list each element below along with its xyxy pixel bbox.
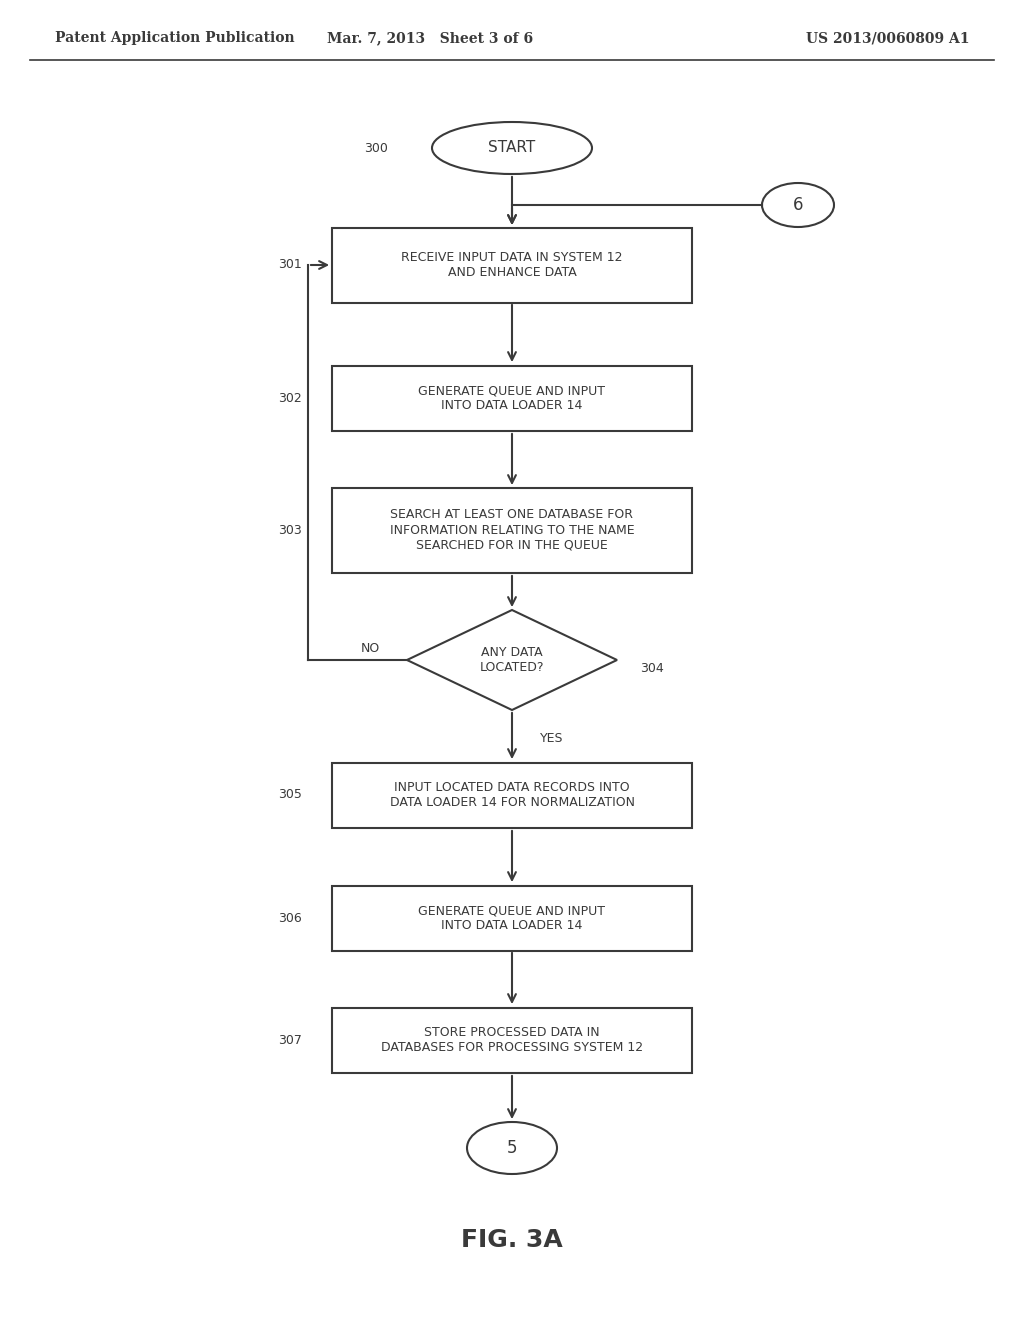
Text: 307: 307 (279, 1034, 302, 1047)
Bar (332, 366, 692, 430)
Text: START: START (488, 140, 536, 156)
Text: 303: 303 (279, 524, 302, 536)
Text: SEARCH AT LEAST ONE DATABASE FOR
INFORMATION RELATING TO THE NAME
SEARCHED FOR I: SEARCH AT LEAST ONE DATABASE FOR INFORMA… (390, 508, 634, 552)
Text: 6: 6 (793, 195, 803, 214)
Ellipse shape (432, 121, 592, 174)
Polygon shape (407, 610, 617, 710)
Text: INPUT LOCATED DATA RECORDS INTO
DATA LOADER 14 FOR NORMALIZATION: INPUT LOCATED DATA RECORDS INTO DATA LOA… (389, 781, 635, 809)
Text: 301: 301 (279, 259, 302, 272)
Bar (332, 487, 692, 573)
Text: 306: 306 (279, 912, 302, 924)
Bar (332, 763, 692, 828)
Text: US 2013/0060809 A1: US 2013/0060809 A1 (807, 30, 970, 45)
Bar (332, 227, 692, 302)
Bar (332, 886, 692, 950)
Text: FIG. 3A: FIG. 3A (461, 1228, 563, 1251)
Text: ANY DATA
LOCATED?: ANY DATA LOCATED? (480, 645, 544, 675)
Text: 304: 304 (640, 661, 664, 675)
Text: GENERATE QUEUE AND INPUT
INTO DATA LOADER 14: GENERATE QUEUE AND INPUT INTO DATA LOADE… (419, 384, 605, 412)
Text: 5: 5 (507, 1139, 517, 1158)
Text: STORE PROCESSED DATA IN
DATABASES FOR PROCESSING SYSTEM 12: STORE PROCESSED DATA IN DATABASES FOR PR… (381, 1026, 643, 1053)
Text: 302: 302 (279, 392, 302, 404)
Ellipse shape (762, 183, 834, 227)
Text: YES: YES (540, 731, 563, 744)
Text: 305: 305 (279, 788, 302, 801)
Ellipse shape (467, 1122, 557, 1173)
Text: NO: NO (360, 642, 380, 655)
Bar (332, 1007, 692, 1072)
Text: RECEIVE INPUT DATA IN SYSTEM 12
AND ENHANCE DATA: RECEIVE INPUT DATA IN SYSTEM 12 AND ENHA… (401, 251, 623, 279)
Text: Mar. 7, 2013   Sheet 3 of 6: Mar. 7, 2013 Sheet 3 of 6 (327, 30, 534, 45)
Text: GENERATE QUEUE AND INPUT
INTO DATA LOADER 14: GENERATE QUEUE AND INPUT INTO DATA LOADE… (419, 904, 605, 932)
Text: Patent Application Publication: Patent Application Publication (55, 30, 295, 45)
Text: 300: 300 (365, 141, 388, 154)
